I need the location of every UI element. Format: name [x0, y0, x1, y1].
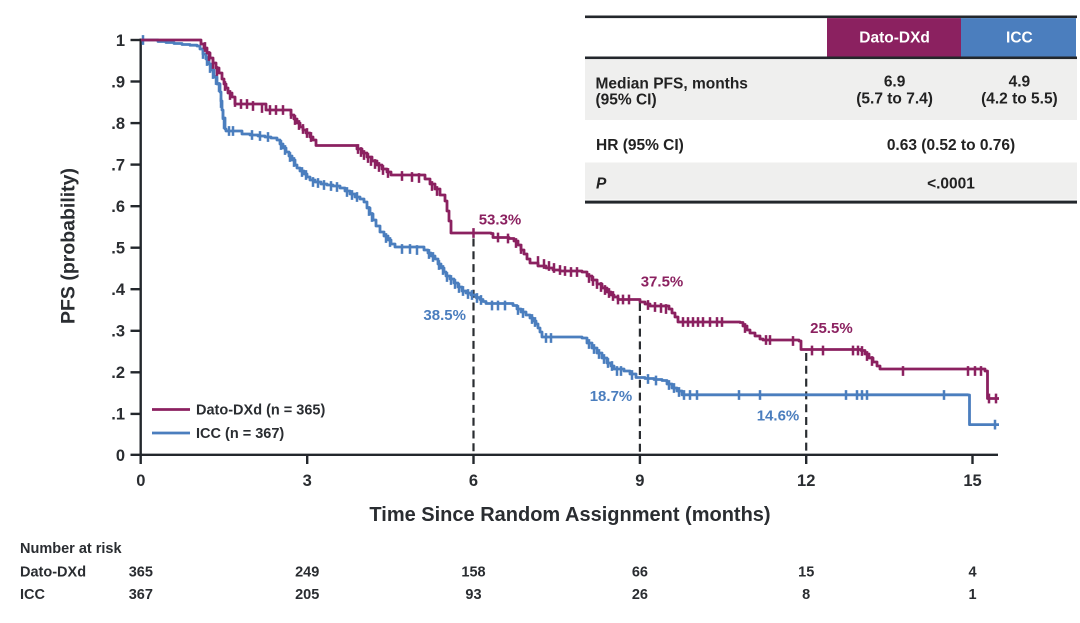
svg-text:1: 1: [116, 32, 125, 50]
svg-text:12: 12: [797, 472, 815, 490]
svg-text:37.5%: 37.5%: [641, 274, 684, 291]
svg-text:Time Since Random Assignment (: Time Since Random Assignment (months): [369, 504, 770, 526]
svg-text:Dato-DXd: Dato-DXd: [859, 30, 930, 47]
svg-text:3: 3: [303, 472, 312, 490]
svg-text:.8: .8: [111, 115, 125, 133]
svg-text:4.9: 4.9: [1009, 74, 1031, 91]
svg-text:367: 367: [129, 587, 153, 603]
svg-text:9: 9: [635, 472, 644, 490]
svg-text:26: 26: [632, 587, 648, 603]
svg-text:ICC: ICC: [20, 587, 46, 603]
svg-text:1: 1: [968, 587, 976, 603]
svg-text:.7: .7: [111, 156, 125, 174]
svg-text:.9: .9: [111, 73, 125, 91]
svg-text:6: 6: [469, 472, 478, 490]
svg-text:53.3%: 53.3%: [479, 212, 522, 229]
svg-text:Dato-DXd: Dato-DXd: [20, 564, 86, 580]
svg-text:0.63 (0.52 to 0.76): 0.63 (0.52 to 0.76): [887, 137, 1015, 154]
svg-text:8: 8: [802, 587, 810, 603]
svg-text:.2: .2: [111, 364, 125, 382]
svg-text:.6: .6: [111, 198, 125, 216]
svg-text:Median PFS, months: Median PFS, months: [596, 75, 748, 92]
svg-text:HR (95% CI): HR (95% CI): [596, 137, 684, 154]
svg-text:15: 15: [798, 564, 814, 580]
svg-text:6.9: 6.9: [884, 74, 906, 91]
svg-text:66: 66: [632, 564, 648, 580]
svg-text:PFS (probability): PFS (probability): [58, 168, 80, 324]
svg-text:Dato-DXd (n = 365): Dato-DXd (n = 365): [196, 403, 325, 419]
svg-text:0: 0: [136, 472, 145, 490]
svg-text:4: 4: [968, 564, 976, 580]
svg-text:<.0001: <.0001: [927, 176, 975, 193]
svg-text:25.5%: 25.5%: [810, 320, 853, 337]
svg-text:Number at risk: Number at risk: [20, 541, 122, 557]
svg-text:.3: .3: [111, 323, 125, 341]
svg-text:38.5%: 38.5%: [423, 307, 466, 324]
svg-text:ICC: ICC: [1006, 30, 1033, 47]
svg-text:P: P: [596, 176, 607, 193]
svg-text:.4: .4: [111, 281, 126, 299]
svg-text:.5: .5: [111, 240, 125, 258]
svg-text:93: 93: [465, 587, 481, 603]
svg-text:(5.7 to 7.4): (5.7 to 7.4): [856, 90, 933, 107]
svg-text:.1: .1: [111, 406, 125, 424]
svg-text:249: 249: [295, 564, 319, 580]
svg-text:(4.2 to 5.5): (4.2 to 5.5): [981, 90, 1058, 107]
svg-text:158: 158: [461, 564, 485, 580]
svg-text:18.7%: 18.7%: [590, 388, 633, 405]
svg-text:14.6%: 14.6%: [757, 408, 800, 425]
svg-text:(95% CI): (95% CI): [596, 91, 657, 108]
svg-text:15: 15: [963, 472, 981, 490]
svg-text:205: 205: [295, 587, 319, 603]
svg-text:365: 365: [129, 564, 153, 580]
svg-text:0: 0: [116, 447, 125, 465]
svg-text:ICC (n = 367): ICC (n = 367): [196, 426, 284, 442]
